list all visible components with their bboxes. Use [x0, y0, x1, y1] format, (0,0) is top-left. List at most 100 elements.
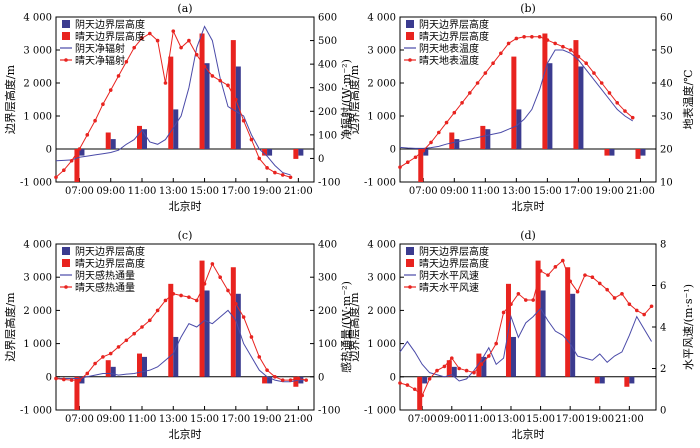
- sunny-point: [280, 378, 285, 382]
- sunny-point: [54, 175, 58, 180]
- y2tick-label: 400: [318, 60, 337, 71]
- sunny-point: [187, 38, 191, 43]
- sunny-point: [210, 262, 215, 266]
- legend-label: 晴天边界层高度: [75, 30, 145, 43]
- bar-sunny: [511, 56, 517, 149]
- bar-sunny: [542, 33, 548, 149]
- bar-cloudy: [79, 149, 85, 156]
- sunny-point: [116, 74, 121, 78]
- bar-cloudy: [640, 149, 646, 156]
- sunny-point: [405, 160, 410, 164]
- y-axis-label: 边界层高度/m: [3, 64, 17, 134]
- sunny-point: [69, 158, 74, 163]
- xtick-label: 07:00: [408, 414, 437, 425]
- bar-cloudy: [79, 376, 85, 384]
- sunny-point: [194, 52, 199, 57]
- sunny-point: [62, 377, 66, 382]
- sunny-point: [226, 288, 230, 293]
- sunny-point: [584, 61, 588, 65]
- panel-label: (a): [177, 2, 192, 15]
- y2tick-label: 4: [660, 323, 666, 334]
- xtick-label: 15:00: [190, 414, 219, 425]
- bar-cloudy: [609, 149, 615, 156]
- sunny-point: [412, 387, 417, 392]
- sunny-point: [560, 258, 565, 263]
- panel-label: (c): [178, 229, 193, 242]
- sunny-point: [538, 269, 543, 273]
- panel-c: (c) -1 000 0 1 000 2 000 3 000 4 000 -100 0 100 20…: [3, 229, 353, 441]
- legend-swatch-cloudy-bar: [62, 20, 70, 28]
- sunny-point: [398, 381, 402, 385]
- legend-label: 阴天边界层高度: [419, 245, 489, 258]
- y2tick-label: 500: [318, 36, 337, 47]
- sunny-point: [457, 366, 461, 371]
- sunny-point: [615, 101, 620, 105]
- sunny-point: [155, 38, 160, 43]
- legend-label: 阴天边界层高度: [75, 245, 145, 258]
- bar-cloudy: [110, 366, 116, 377]
- bar-sunny: [262, 376, 268, 384]
- xtick-label: 21:00: [284, 186, 313, 197]
- legend-label: 阴天边界层高度: [75, 18, 145, 31]
- xtick-label: 19:00: [585, 414, 614, 425]
- bar-sunny: [230, 267, 236, 377]
- sunny-point: [202, 64, 207, 69]
- ytick-label: 3 000: [23, 273, 52, 284]
- sunny-point: [623, 109, 627, 113]
- legend-swatch-cloudy-bar: [406, 20, 414, 28]
- bar-cloudy: [235, 66, 241, 149]
- sunny-point: [296, 376, 301, 381]
- sunny-point: [140, 325, 144, 329]
- sunny-point: [479, 362, 484, 367]
- sunny-point: [93, 118, 97, 123]
- y2tick-label: 300: [318, 273, 337, 284]
- x-axis-label: 北京时: [169, 427, 202, 441]
- sunny-point: [85, 371, 90, 376]
- sunny-point: [597, 281, 602, 286]
- y2tick-label: 0: [318, 154, 324, 165]
- bar-sunny: [418, 149, 424, 182]
- sunny-point: [545, 38, 550, 42]
- sunny-point: [592, 71, 596, 75]
- bar-sunny: [74, 376, 80, 410]
- legend-label: 阴天感热通量: [75, 269, 135, 282]
- bar-sunny: [573, 40, 579, 149]
- xtick-label: 19:00: [595, 186, 624, 197]
- xtick-label: 15:00: [190, 186, 219, 197]
- ytick-label: 4 000: [23, 13, 52, 24]
- legend-label: 阴天地表温度: [419, 42, 479, 55]
- y2tick-label: 200: [318, 306, 337, 317]
- bar-cloudy: [422, 376, 428, 384]
- y2tick-label: 30: [660, 112, 673, 123]
- panel-label: (d): [520, 229, 536, 242]
- sunny-point: [553, 41, 557, 46]
- y2tick-label: 8: [660, 240, 666, 251]
- bar-cloudy: [267, 376, 273, 384]
- sunny-point: [273, 375, 277, 379]
- legend-swatch-sunny-marker: [408, 285, 412, 289]
- sunny-point: [483, 71, 488, 75]
- bar-sunny: [74, 149, 80, 182]
- cloudy-line: [56, 309, 307, 383]
- plot-frame: [55, 16, 315, 183]
- y2tick-label: 300: [318, 83, 337, 94]
- bar-cloudy: [629, 376, 635, 384]
- bar-cloudy: [204, 290, 210, 377]
- legend-swatch-sunny-marker: [408, 58, 412, 62]
- sunny-point: [475, 81, 480, 85]
- sunny-point: [429, 140, 433, 145]
- sunny-point: [523, 298, 528, 302]
- bar-cloudy: [173, 109, 179, 149]
- legend-label: 阴天净辐射: [75, 42, 125, 55]
- legend-swatch-sunny-bar: [406, 32, 414, 40]
- bar-cloudy: [142, 356, 147, 377]
- xtick-label: 21:00: [284, 414, 313, 425]
- bar-sunny: [168, 283, 174, 377]
- legend-label: 阴天边界层高度: [419, 18, 489, 31]
- sunny-point: [124, 338, 129, 343]
- xtick-label: 17:00: [221, 414, 250, 425]
- bar-cloudy: [110, 139, 116, 149]
- ytick-label: 0: [46, 372, 52, 383]
- sunny-point: [101, 355, 105, 359]
